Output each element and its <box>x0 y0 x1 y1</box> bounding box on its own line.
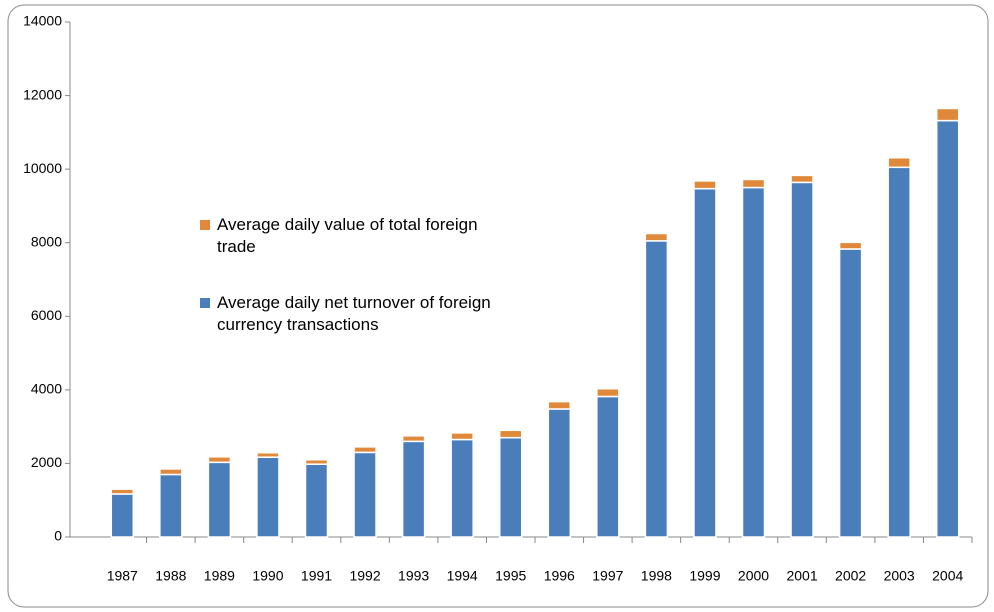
bar-segment <box>110 488 135 495</box>
legend-label: Average daily value of total foreign tra… <box>217 215 478 256</box>
bar-segment <box>353 446 377 454</box>
bar-segment <box>547 400 572 410</box>
x-tick-label: 1998 <box>641 568 672 584</box>
x-tick-label: 1999 <box>689 568 720 584</box>
bar-segment <box>207 461 232 538</box>
x-tick-label: 1992 <box>349 568 380 584</box>
bar-segment <box>790 174 814 184</box>
bar-segment <box>159 468 183 476</box>
bar-segment <box>644 232 669 242</box>
x-tick-label: 2004 <box>932 568 963 584</box>
bar-segment <box>498 429 523 439</box>
bar-segment <box>450 432 474 441</box>
x-tick-label: 1997 <box>592 568 623 584</box>
y-tick-label: 10000 <box>23 160 62 176</box>
bar-segment <box>207 456 232 464</box>
x-tick-label: 1991 <box>301 568 332 584</box>
bar-segment <box>498 436 523 538</box>
y-tick-label: 12000 <box>23 86 62 102</box>
x-tick-label: 2001 <box>786 568 817 584</box>
bar-segment <box>596 388 620 398</box>
x-tick-label: 1994 <box>447 568 478 584</box>
bar-segment <box>935 107 960 122</box>
bar-segment <box>741 178 766 189</box>
bar-segment <box>935 119 960 538</box>
bar-segment <box>887 156 911 169</box>
bar-segment <box>159 473 183 538</box>
x-tick-label: 1989 <box>204 568 235 584</box>
bar-segment <box>693 180 717 190</box>
bar-segment <box>790 181 814 538</box>
y-tick-label: 2000 <box>31 454 62 470</box>
x-tick-label: 1993 <box>398 568 429 584</box>
bar-segment <box>256 456 280 538</box>
bar-segment <box>741 186 766 538</box>
x-tick-label: 1995 <box>495 568 526 584</box>
x-tick-label: 1987 <box>107 568 138 584</box>
bar-segment <box>596 395 620 538</box>
bar-segment <box>401 440 426 538</box>
bar-segment <box>256 452 280 458</box>
bar-segment <box>838 248 863 538</box>
bar-segment <box>838 241 863 250</box>
y-tick-label: 4000 <box>31 381 62 397</box>
bar-segment <box>401 435 426 443</box>
y-tick-label: 8000 <box>31 233 62 249</box>
legend-label: Average daily net turnover of foreign cu… <box>217 293 491 334</box>
x-tick-label: 1996 <box>544 568 575 584</box>
x-tick-label: 2003 <box>884 568 915 584</box>
bar-segment <box>693 187 717 538</box>
y-tick-label: 14000 <box>23 13 62 29</box>
legend-item: Average daily value of total foreign tra… <box>200 214 500 258</box>
x-tick-label: 1990 <box>252 568 283 584</box>
x-tick-label: 1988 <box>155 568 186 584</box>
legend-item: Average daily net turnover of foreign cu… <box>200 292 500 336</box>
y-tick-label: 6000 <box>31 307 62 323</box>
bar-segment <box>110 493 135 538</box>
x-tick-label: 2002 <box>835 568 866 584</box>
y-tick-label: 0 <box>54 528 62 544</box>
bar-segment <box>547 408 572 538</box>
bar-segment <box>304 463 329 538</box>
legend-swatch <box>200 298 210 308</box>
bar-segment <box>887 166 911 538</box>
x-tick-label: 2000 <box>738 568 769 584</box>
legend-swatch <box>200 220 210 230</box>
bar-segment <box>450 438 474 538</box>
bar-segment <box>353 451 377 538</box>
bar-segment <box>304 459 329 465</box>
bar-segment <box>644 240 669 538</box>
